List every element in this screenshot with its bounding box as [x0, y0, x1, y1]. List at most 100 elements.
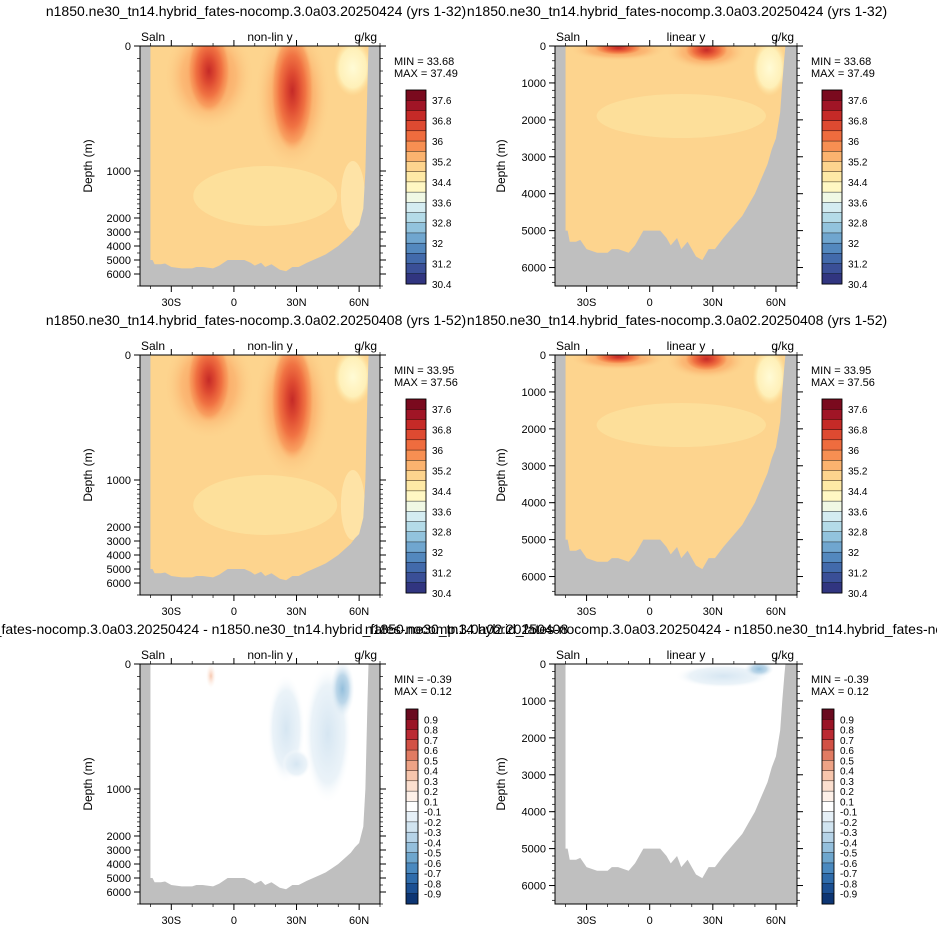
row2-left-colorbar-swatch: [405, 490, 427, 502]
row3-left-ytick-label: 3000: [107, 845, 131, 857]
row1-left-frame: [139, 45, 381, 287]
row2-right-min-label: MIN = 33.95: [811, 365, 871, 377]
row3-right-colorbar-swatch: [821, 770, 835, 782]
row2-right-colorbar-frame: [821, 398, 843, 594]
row1-left-salty-north: [270, 46, 314, 151]
row2-left-colorbar-label: 32.8: [432, 528, 452, 539]
row3-right-colorbar-swatch: [821, 739, 835, 751]
row2-left-colorbar-swatch: [405, 500, 427, 512]
row2-right-colorbar-label: 32.8: [848, 528, 868, 539]
row3-left-colorbar-swatch: [405, 883, 419, 895]
row2-right-panel: Saln linear y g/kg 0 1000 2000 3000 4000 5000 600…: [494, 339, 875, 618]
row3-right-ytick-label: 5000: [522, 844, 546, 856]
row2-right-xtick-label: 30N: [703, 606, 723, 618]
row3-right-ytick-label: 3000: [522, 770, 546, 782]
row3-left-colorbar-label: 0.3: [424, 777, 438, 788]
row3-right-xtick-label: 60N: [766, 915, 786, 927]
row2-right-salty-north: [684, 355, 729, 371]
row1-right-ytick-label: 3000: [522, 152, 546, 164]
row3-right-colorbar-frame: [821, 708, 835, 905]
row3-left-title: 4.hybrid_fates-nocomp.3.0a03.20250424 - …: [0, 621, 568, 637]
row3-left-colorbar-label: -0.1: [424, 808, 442, 819]
row3-right-colorbar-label: 0.6: [840, 746, 854, 757]
row3-left-colorbar-label: 0.5: [424, 756, 438, 767]
row2-right-colorbar-swatch: [821, 449, 843, 461]
row2-left-units-label: g/kg: [354, 339, 377, 353]
row3-left-colorbar-label: 0.6: [424, 746, 438, 757]
row3-right-colorbar-label: 0.7: [840, 736, 854, 747]
row2-title: n1850.ne30_tn14.hybrid_fates-nocomp.3.0a…: [46, 312, 887, 328]
row3-left-ytick-label: 6000: [107, 887, 131, 899]
row2-right-ytick-label: 3000: [522, 461, 546, 473]
row2-right-colorbar-label: 33.6: [848, 507, 868, 518]
row1-left-colorbar-swatch: [405, 100, 427, 111]
row1-left-ytick-label: 2000: [107, 213, 131, 225]
row2-right-colorbar-swatch: [821, 419, 843, 431]
row1-left-fresh-band: [193, 166, 338, 226]
row1-left-xtick-label: 30N: [286, 297, 306, 309]
row3-left-yscale-label: non-lin y: [247, 648, 292, 662]
row1-right-title: n1850.ne30_tn14.hybrid_fates-nocomp.3.0a…: [467, 3, 887, 19]
row1-left-colorbar-swatch: [405, 171, 427, 183]
row3-left-colorbar-swatch: [405, 739, 419, 751]
row1-left-xtick-label: 60N: [349, 297, 369, 309]
row3-right-colorbar-swatch: [821, 780, 835, 792]
row2-left-ytick-label: 5000: [107, 564, 131, 576]
row3-right-colorbar-swatch: [821, 790, 835, 802]
row1-right-colorbar-swatch: [821, 100, 843, 111]
row1-right-colorbar-swatch: [821, 120, 843, 132]
row3-left-colorbar-label: -0.7: [424, 869, 442, 880]
row2-right-field: [555, 355, 797, 595]
row2-right-colorbar-swatch: [821, 551, 843, 563]
row3-left-colorbar-swatch: [405, 719, 419, 731]
row2-right-colorbar-swatch: [821, 439, 843, 451]
row3-left-colorbar-swatch: [405, 749, 419, 761]
row1-left-field-label: Saln: [141, 30, 165, 44]
row2-right-frame: [554, 354, 798, 596]
row1-right-ytick-label: 5000: [522, 226, 546, 238]
row1-left-fresh-deep: [340, 161, 365, 231]
row1-right-colorbar-swatch: [821, 273, 843, 285]
row3-left-colorbar-label: -0.2: [424, 818, 442, 829]
row3-right-ytick-label: 1000: [522, 696, 546, 708]
row3-left-colorbar-swatch: [405, 770, 419, 782]
row2-right-ytick-label: 2000: [522, 424, 546, 436]
row2-right-ytick-label: 5000: [522, 535, 546, 547]
row2-right-colorbar: 37.6 36.8 36 35.2 34.4 33.6 32.8 32 31.2 30.4: [821, 398, 868, 600]
row1-right-yscale-label: linear y: [667, 30, 706, 44]
row3-left-colorbar-label: -0.9: [424, 890, 442, 901]
row3-left-xtick-label: 60N: [349, 915, 369, 927]
row1-right-colorbar-swatch: [821, 130, 843, 142]
row3-right-colorbar-swatch: [821, 801, 835, 813]
row3-left-ytick-label: 5000: [107, 873, 131, 885]
row1-right-colorbar: 37.6 36.8 36 35.2 34.4 33.6 32.8 32 31.2 30.4: [821, 89, 868, 291]
row1-right-min-label: MIN = 33.68: [811, 56, 871, 68]
row1-right-ytick-label: 4000: [522, 189, 546, 201]
row2-left-colorbar-label: 35.2: [432, 466, 452, 477]
row1-left-salty-south: [187, 46, 231, 113]
row1-right-colorbar-swatch: [821, 212, 843, 224]
row3-right-field: [555, 664, 797, 904]
row3-right-units-label: g/kg: [771, 648, 794, 662]
row2-left-salty-south: [187, 355, 231, 422]
row1-right-colorbar-label: 30.4: [848, 280, 868, 291]
row1-right-colorbar-swatch: [821, 181, 843, 193]
row1-left-colorbar-swatch: [405, 242, 427, 254]
row3-right-colorbar-label: 0.9: [840, 715, 854, 726]
row3-left-colorbar-swatch: [405, 852, 419, 864]
row1-right-colorbar-swatch: [821, 202, 843, 214]
row2-right-ytick-label: 1000: [522, 387, 546, 399]
row1-left-colorbar-swatch: [405, 89, 427, 101]
row3-right-colorbar-label: 0.8: [840, 726, 854, 737]
row1-right-colorbar-swatch: [821, 242, 843, 254]
row2-left-colorbar-swatch: [405, 419, 427, 431]
row1-left-colorbar-label: 36: [432, 137, 444, 148]
row2-left-colorbar-swatch: [405, 582, 427, 594]
row2-right-colorbar-swatch: [821, 572, 843, 584]
row2-left-colorbar-swatch: [405, 562, 427, 574]
row3-left-colorbar-label: -0.3: [424, 828, 442, 839]
row2-left-xtick-label: 30S: [162, 606, 182, 618]
row1-left-colorbar-swatch: [405, 222, 427, 234]
row1-left-colorbar-label: 34.4: [432, 178, 452, 189]
row1-left-colorbar-swatch: [405, 191, 427, 203]
